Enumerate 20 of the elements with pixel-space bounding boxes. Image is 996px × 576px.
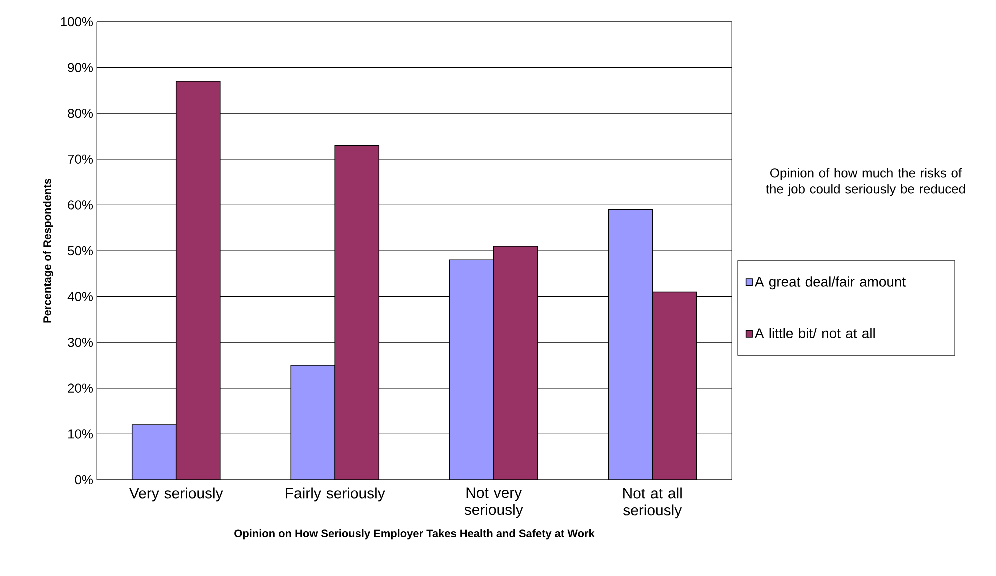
y-tick-label: 0% <box>75 475 94 485</box>
x-tick-label: Not very seriously <box>464 488 524 518</box>
y-axis-title: Percentage of Respondents <box>43 178 54 323</box>
legend-title: Opinion of how much the risks of the job could seriously be reduced <box>766 168 966 196</box>
y-tick-label: 60% <box>68 200 94 210</box>
y-tick-label: 50% <box>68 246 94 256</box>
y-tick-label: 10% <box>68 430 94 439</box>
y-tick-label: 20% <box>68 384 94 393</box>
y-tick-label: 40% <box>68 292 94 302</box>
y-tick-label: 100% <box>61 17 94 27</box>
x-tick-label: Fairly seriously <box>286 488 386 502</box>
y-tick-label: 90% <box>68 63 94 72</box>
x-tick-label: Not at all seriously <box>624 488 682 519</box>
legend-label: A little bit/ not at all <box>754 328 875 338</box>
y-tick-label: 30% <box>68 338 94 348</box>
y-tick-label: 80% <box>68 109 94 118</box>
legend-label: A great deal/fair amount <box>754 276 906 290</box>
y-tick-label: 70% <box>68 154 94 164</box>
x-axis-title: Opinion on How Seriously Employer Takes Health and Safety at Work <box>234 529 595 540</box>
x-tick-label: Very seriously <box>130 488 224 502</box>
